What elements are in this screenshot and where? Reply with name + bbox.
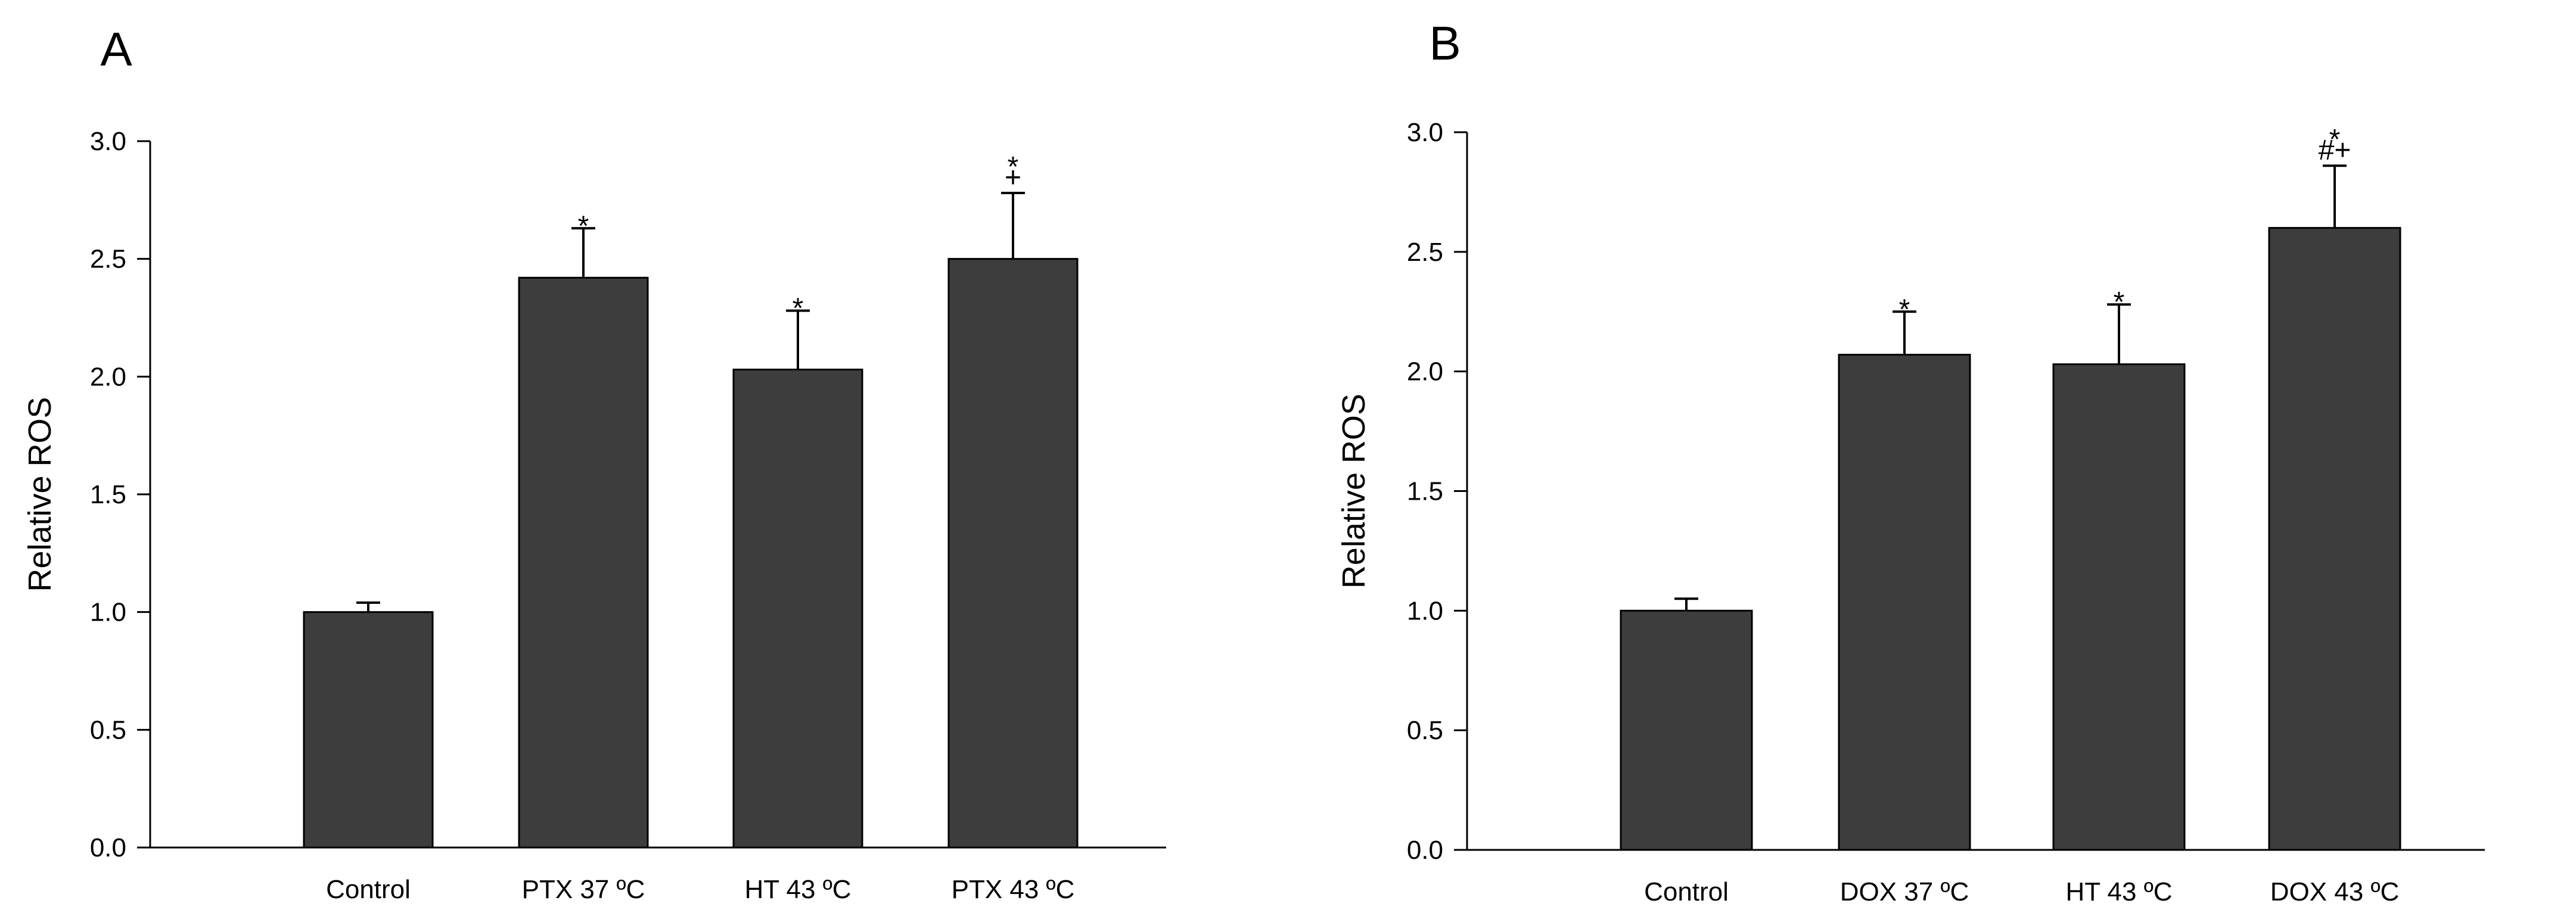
- panel-a-y-tick-label: 0.0: [90, 833, 126, 862]
- panel-a-y-tick-label: 1.5: [90, 480, 126, 509]
- panel-b-significance-mark: *: [1899, 294, 1910, 325]
- panel-a-y-tick-label: 0.5: [90, 715, 126, 744]
- panel-b-y-tick-label: 1.0: [1407, 596, 1443, 625]
- panel-b-y-tick-label: 0.5: [1407, 716, 1443, 745]
- panel-b-significance-mark: #+: [2319, 135, 2351, 166]
- panel-a-y-axis-title: Relative ROS: [22, 397, 58, 591]
- panel-a-significance-mark: *: [578, 210, 589, 242]
- panel-a-bar: [518, 276, 649, 849]
- panel-a-bar: [732, 368, 863, 849]
- panel-a-category-label: PTX 37 ºC: [522, 875, 645, 904]
- panel-b-bar: [1620, 609, 1753, 851]
- panel-a-significance-mark: *: [1008, 151, 1019, 183]
- panel-b-category-label: DOX 37 ºC: [1840, 877, 1969, 906]
- panel-a-category-label: HT 43 ºC: [744, 875, 851, 904]
- panel-a-y-tick-label: 2.5: [90, 245, 126, 274]
- panel-b-y-tick-label: 0.0: [1407, 836, 1443, 865]
- panel-b-y-tick-label: 2.5: [1407, 238, 1443, 267]
- panel-b-significance-mark: *: [2329, 124, 2341, 155]
- panel-b-bar: [1838, 354, 1971, 851]
- panel-b-y-tick-label: 2.0: [1407, 357, 1443, 387]
- panel-a-y-tick-label: 2.0: [90, 362, 126, 391]
- panel-a-bar: [303, 611, 434, 849]
- panel-b-bar: [2268, 227, 2401, 851]
- panel-a-significance-mark: *: [793, 293, 804, 325]
- panel-b-y-axis-title: Relative ROS: [1336, 394, 1372, 588]
- panel-a-letter: A: [100, 23, 132, 76]
- panel-a-y-tick-label: 3.0: [90, 127, 126, 156]
- panel-b-bar: [2052, 363, 2186, 851]
- panel-b-letter: B: [1429, 17, 1461, 70]
- panel-a-category-label: Control: [326, 875, 411, 904]
- panel-b-y-tick-label: 3.0: [1407, 118, 1443, 147]
- panel-b-category-label: DOX 43 ºC: [2270, 877, 2400, 906]
- panel-b-y-tick-label: 1.5: [1407, 477, 1443, 506]
- panel-a-bar: [947, 258, 1079, 849]
- panel-a-y-tick-label: 1.0: [90, 598, 126, 627]
- panel-a-category-label: PTX 43 ºC: [952, 875, 1075, 904]
- panel-b-significance-mark: *: [2114, 286, 2125, 318]
- panel-b-category-label: Control: [1644, 877, 1729, 906]
- panel-b-category-label: HT 43 ºC: [2065, 877, 2172, 906]
- panel-a-significance-mark: +: [1005, 162, 1021, 194]
